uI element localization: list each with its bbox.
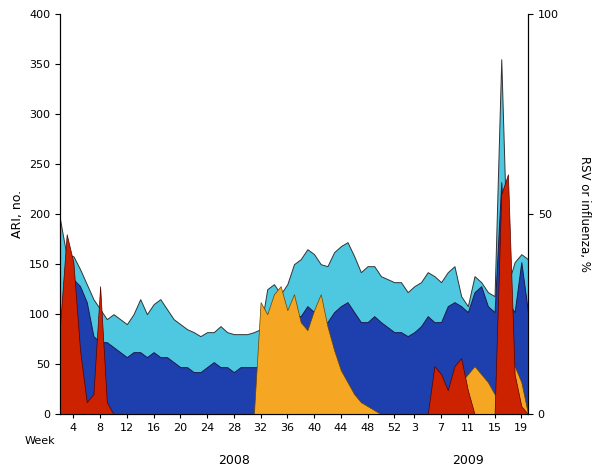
Y-axis label: RSV or influenza, %: RSV or influenza, %	[578, 156, 591, 272]
Y-axis label: ARI, no.: ARI, no.	[11, 190, 23, 238]
Text: 2009: 2009	[452, 454, 484, 467]
Text: 2008: 2008	[218, 454, 250, 467]
Text: Week: Week	[25, 436, 56, 446]
